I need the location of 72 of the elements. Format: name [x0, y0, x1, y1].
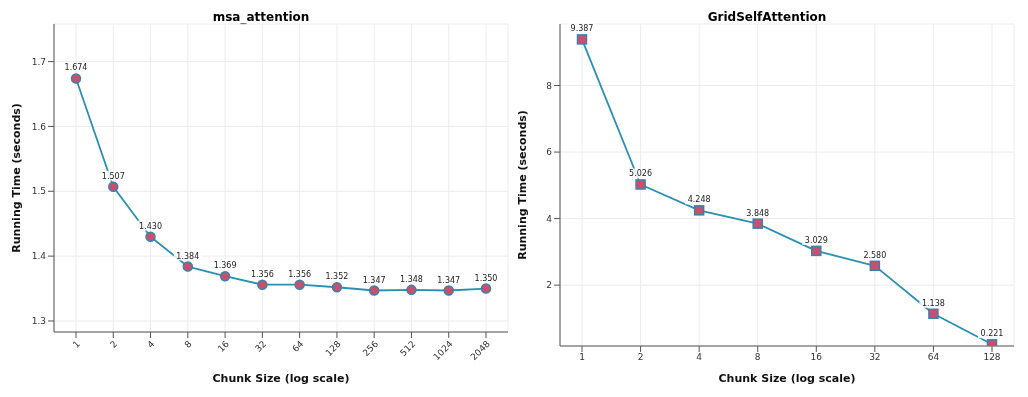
point	[331, 282, 343, 293]
x-tick-label: 16	[215, 338, 232, 355]
data-label: 2.580	[863, 250, 887, 260]
x-axis-title: Chunk Size (log scale)	[718, 372, 856, 385]
data-label: 5.026	[629, 169, 653, 179]
point	[811, 245, 822, 257]
x-tick-label: 128	[323, 338, 344, 359]
data-label: 1.356	[250, 269, 274, 279]
point	[693, 205, 705, 216]
y-tick-label: 1.3	[31, 316, 46, 327]
data-label: 1.674	[64, 63, 88, 73]
point	[70, 73, 82, 84]
point	[576, 34, 588, 45]
y-tick-label: 1.5	[31, 186, 46, 197]
x-tick-label: 32	[869, 352, 881, 363]
x-tick-label: 8	[754, 352, 761, 363]
y-tick-label: 4	[546, 213, 553, 224]
data-label: 3.029	[804, 235, 828, 245]
x-tick-label: 8	[182, 338, 194, 350]
data-label: 1.384	[176, 251, 200, 261]
data-label: 9.387	[570, 24, 594, 34]
x-tick-label: 4	[145, 338, 157, 350]
x-tick-label: 16	[810, 352, 823, 363]
x-tick-label: 512	[398, 338, 418, 359]
data-label: 1.350	[474, 273, 498, 283]
chart-title: msa_attention	[211, 10, 311, 24]
data-label: 1.352	[325, 272, 349, 282]
data-label: 0.221	[980, 329, 1004, 339]
data-label: 1.348	[400, 274, 423, 284]
x-tick-label: 64	[927, 352, 940, 363]
point	[752, 218, 763, 229]
y-tick-label: 1.4	[31, 251, 47, 262]
point	[928, 308, 939, 320]
x-axis-title: Chunk Size (log scale)	[212, 372, 350, 385]
data-label: 1.369	[213, 261, 237, 271]
data-label: 1.507	[101, 171, 125, 181]
data-label: 1.347	[437, 275, 461, 285]
data-label: 1.356	[288, 269, 312, 279]
y-tick-label: 8	[546, 80, 553, 91]
x-tick-label: 1	[579, 352, 585, 363]
point	[294, 279, 305, 290]
x-tick-label: 128	[983, 352, 1001, 363]
x-tick-label: 64	[290, 338, 306, 355]
y-tick-label: 2	[546, 280, 552, 291]
x-tick-label: 256	[360, 338, 381, 359]
data-label: 1.430	[139, 221, 162, 231]
x-tick-label: 32	[253, 338, 269, 355]
chart-title: GridSelfAttention	[706, 10, 828, 24]
y-tick-label: 1.7	[31, 56, 46, 67]
point	[635, 179, 646, 190]
x-tick-label: 2	[108, 338, 120, 350]
x-tick-label: 1	[70, 338, 82, 350]
y-axis-title: Running Time (seconds)	[515, 110, 529, 260]
point	[368, 285, 380, 296]
data-label: 4.248	[687, 195, 711, 205]
point	[219, 270, 231, 282]
point	[443, 285, 454, 296]
point	[182, 261, 194, 272]
point	[145, 231, 156, 242]
point	[108, 181, 119, 192]
data-label: 1.138	[921, 298, 945, 308]
point	[480, 283, 492, 294]
data-label: 3.848	[746, 208, 770, 218]
point	[406, 284, 417, 296]
y-tick-label: 1.6	[31, 121, 47, 132]
y-axis-title: Running Time (seconds)	[9, 103, 23, 253]
point	[869, 260, 881, 272]
data-label: 1.347	[362, 275, 386, 285]
y-tick-label: 6	[546, 147, 553, 158]
x-tick-label: 4	[696, 352, 703, 363]
point	[257, 279, 268, 290]
x-tick-label: 2	[637, 352, 644, 363]
